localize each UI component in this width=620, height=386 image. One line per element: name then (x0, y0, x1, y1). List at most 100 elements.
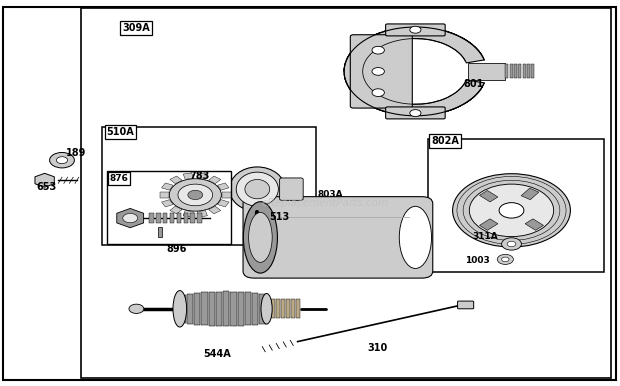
Bar (259, 294, 265, 324)
Text: 311A: 311A (472, 232, 498, 241)
Bar (296, 299, 299, 318)
Bar (170, 213, 174, 223)
Ellipse shape (245, 179, 270, 199)
Circle shape (372, 46, 384, 54)
Bar (208, 176, 221, 184)
Bar (222, 192, 231, 198)
Bar (170, 176, 182, 184)
Circle shape (50, 152, 74, 168)
Bar (527, 64, 530, 78)
Circle shape (410, 26, 421, 33)
FancyBboxPatch shape (386, 24, 445, 36)
Bar (479, 219, 498, 230)
Ellipse shape (399, 206, 432, 269)
Bar (177, 213, 181, 223)
Bar (523, 64, 526, 78)
Bar (245, 292, 251, 325)
Bar (518, 64, 521, 78)
Text: 1003: 1003 (465, 256, 490, 265)
Bar (428, 139, 604, 272)
Polygon shape (117, 208, 144, 228)
Bar (102, 127, 316, 245)
Bar (180, 295, 186, 323)
Wedge shape (344, 27, 484, 116)
FancyBboxPatch shape (386, 107, 445, 119)
Text: 510A: 510A (107, 127, 135, 137)
Bar (521, 188, 539, 200)
Ellipse shape (236, 172, 278, 206)
Bar (163, 213, 167, 223)
Bar (197, 210, 208, 217)
Bar (223, 291, 229, 326)
Text: 801: 801 (464, 79, 484, 89)
Bar (237, 292, 244, 326)
Text: 803A: 803A (317, 190, 343, 200)
Bar (216, 291, 222, 326)
Bar (218, 183, 229, 190)
Ellipse shape (261, 293, 272, 324)
Bar (202, 292, 208, 325)
Bar (208, 206, 221, 214)
Bar (514, 64, 517, 78)
Bar (479, 190, 498, 202)
Circle shape (453, 174, 570, 247)
Bar (162, 200, 173, 207)
Bar (162, 183, 173, 190)
FancyBboxPatch shape (243, 197, 433, 278)
Bar (190, 213, 195, 223)
Circle shape (123, 213, 138, 223)
Bar (187, 294, 193, 324)
FancyBboxPatch shape (280, 178, 303, 200)
Ellipse shape (229, 167, 285, 211)
Text: 653: 653 (36, 182, 56, 192)
Bar (281, 299, 285, 318)
Ellipse shape (173, 291, 187, 327)
FancyBboxPatch shape (458, 301, 474, 309)
Bar (531, 64, 534, 78)
Bar (267, 299, 270, 318)
Bar (510, 64, 513, 78)
Bar (197, 213, 202, 223)
Circle shape (129, 304, 144, 313)
Text: eReplacementParts.com: eReplacementParts.com (262, 198, 389, 208)
Bar (184, 213, 188, 223)
Bar (156, 213, 161, 223)
Circle shape (372, 68, 384, 75)
Bar (277, 299, 280, 318)
Circle shape (410, 110, 421, 117)
Text: 513: 513 (270, 212, 290, 222)
Bar (252, 293, 259, 325)
Bar (183, 210, 193, 217)
Circle shape (372, 89, 384, 96)
Circle shape (502, 238, 521, 250)
Text: 544A: 544A (203, 349, 231, 359)
Bar (286, 299, 290, 318)
Circle shape (169, 179, 221, 211)
Bar (505, 64, 508, 78)
Bar (231, 291, 237, 326)
Circle shape (56, 157, 68, 164)
Bar (209, 292, 215, 326)
Bar (291, 299, 295, 318)
Bar (107, 171, 231, 244)
Circle shape (188, 190, 203, 200)
Bar (170, 206, 182, 214)
Bar (81, 8, 611, 378)
Circle shape (499, 203, 524, 218)
Text: 802A: 802A (431, 136, 459, 146)
Wedge shape (344, 27, 482, 116)
Bar (183, 173, 193, 179)
Circle shape (469, 184, 554, 237)
Bar (197, 173, 208, 179)
Bar (468, 63, 505, 80)
Bar (218, 200, 229, 207)
Circle shape (502, 257, 509, 262)
Bar (149, 213, 154, 223)
Text: 876: 876 (110, 174, 128, 183)
Text: 310: 310 (367, 343, 388, 353)
Text: 189: 189 (66, 148, 87, 158)
Circle shape (178, 184, 213, 206)
Polygon shape (35, 173, 55, 187)
Bar (158, 227, 162, 237)
Bar (160, 192, 169, 198)
